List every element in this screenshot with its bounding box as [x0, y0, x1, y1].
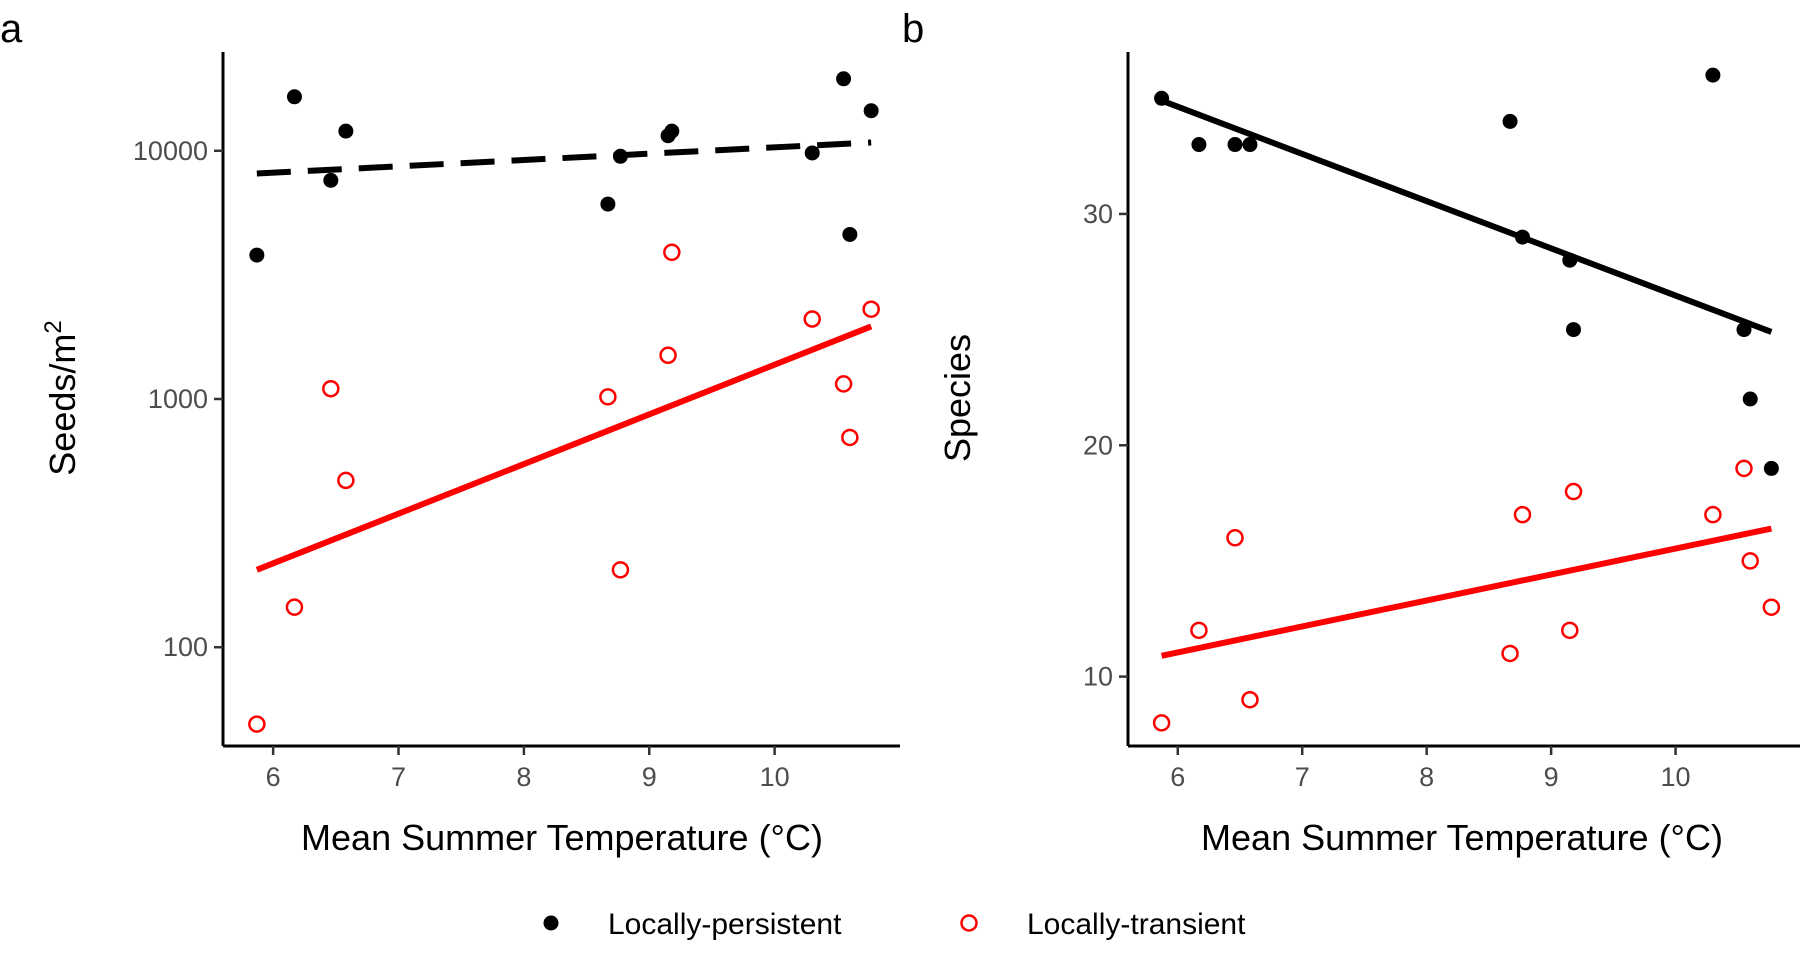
- panel-a-point-transient: [322, 379, 340, 398]
- panel-b-x-tick-label: 6: [1170, 762, 1185, 792]
- legend-marker-persistent: [543, 915, 559, 931]
- panel-a-point-transient: [803, 310, 821, 328]
- legend-label-persistent: Locally-persistent: [608, 908, 842, 941]
- panel-b-fit-lines: [1160, 97, 1773, 659]
- panel-a: a 6 7 8 9 10 100 1000 10000 Mean Summer Temper…: [0, 7, 900, 858]
- panel-b-x-tick-label: 7: [1295, 762, 1310, 792]
- panel-b-point-transient: [1561, 621, 1579, 640]
- panel-b-label: b: [902, 7, 924, 51]
- panel-a-fit-line-transient: [255, 323, 873, 573]
- panel-b-point-persistent: [1562, 252, 1578, 268]
- panel-b-point-persistent: [1736, 322, 1752, 338]
- panel-a-x-tick-label: 9: [642, 762, 657, 792]
- panel-b-point-persistent: [1242, 137, 1258, 153]
- panel-b-point-transient: [1762, 598, 1781, 616]
- panel-a-points: [248, 71, 880, 733]
- panel-b-point-persistent: [1705, 67, 1721, 83]
- panel-b-y-tick-label: 30: [1083, 199, 1113, 229]
- panel-b-point-transient: [1241, 690, 1259, 709]
- panel-a-x-tick-label: 7: [391, 762, 406, 792]
- panel-b-point-transient: [1741, 552, 1759, 570]
- panel-a-point-persistent: [249, 247, 265, 263]
- panel-a-point-persistent: [863, 103, 879, 119]
- panel-a-y-axis-title-main: Seeds/m: [42, 334, 83, 476]
- panel-b: b 6 7 8 9 10 10 20 30 Mean Summer Temperature …: [902, 7, 1800, 858]
- legend-marker-transient: [960, 914, 978, 932]
- panel-b-y-axis-title-main: Species: [937, 334, 978, 462]
- panel-b-point-transient: [1735, 459, 1753, 478]
- panel-a-fit-lines: [255, 139, 873, 573]
- panel-a-point-transient: [611, 561, 630, 579]
- panel-a-point-transient: [337, 471, 355, 490]
- panel-b-point-transient: [1564, 482, 1583, 501]
- panel-a-x-tick-label: 10: [760, 762, 790, 792]
- panel-b-point-persistent: [1191, 137, 1207, 153]
- legend: Locally-persistent Locally-transient: [543, 908, 1246, 941]
- panel-a-x-axis-title: Mean Summer Temperature (°C): [301, 817, 823, 858]
- panel-b-y-axis-title: Species: [937, 334, 978, 462]
- panel-a-point-persistent: [323, 172, 339, 188]
- panel-b-y-ticks: 10 20 30: [1083, 199, 1128, 692]
- panel-b-fit-line-persistent: [1160, 97, 1773, 335]
- panel-a-y-tick-label: 1000: [148, 384, 208, 414]
- panel-a-x-tick-label: 6: [266, 762, 281, 792]
- panel-b-point-persistent: [1742, 391, 1758, 407]
- panel-b-x-axis-title: Mean Summer Temperature (°C): [1201, 817, 1723, 858]
- legend-label-transient: Locally-transient: [1027, 908, 1246, 941]
- panel-b-point-transient: [1226, 529, 1244, 547]
- panel-a-point-persistent: [836, 71, 852, 87]
- panel-a-point-transient: [285, 598, 304, 616]
- panel-a-y-axis-title: Seeds/m2: [40, 320, 83, 475]
- panel-b-point-transient: [1513, 505, 1532, 524]
- panel-a-y-tick-label: 100: [163, 632, 208, 662]
- panel-b-fit-line-transient: [1160, 525, 1772, 659]
- panel-a-x-ticks: 6 7 8 9 10: [266, 746, 790, 792]
- panel-a-point-persistent: [600, 196, 616, 212]
- panel-b-y-tick-label: 20: [1083, 430, 1113, 460]
- panel-a-fit-line-persistent: [256, 139, 872, 177]
- panel-b-x-ticks: 6 7 8 9 10: [1170, 746, 1691, 792]
- panel-b-x-tick-label: 8: [1419, 762, 1434, 792]
- panel-b-point-persistent: [1566, 322, 1582, 338]
- panel-a-point-transient: [599, 388, 617, 406]
- panel-a-point-transient: [659, 346, 677, 365]
- panel-b-point-persistent: [1514, 229, 1530, 245]
- panel-a-point-transient: [862, 300, 880, 318]
- panel-a-point-persistent: [338, 123, 354, 139]
- panel-a-point-transient: [663, 243, 681, 262]
- panel-b-point-transient: [1501, 644, 1519, 663]
- panel-a-point-transient: [841, 428, 859, 447]
- panel-a-point-transient: [248, 715, 266, 733]
- panel-b-points: [1152, 67, 1781, 732]
- panel-b-point-transient: [1152, 714, 1171, 732]
- panel-a-label: a: [0, 7, 23, 51]
- panel-b-point-persistent: [1502, 113, 1518, 129]
- panel-b-y-tick-label: 10: [1083, 662, 1113, 692]
- panel-b-x-tick-label: 10: [1661, 762, 1691, 792]
- panel-a-point-persistent: [612, 148, 628, 164]
- panel-b-point-transient: [1704, 505, 1722, 524]
- panel-b-point-persistent: [1227, 137, 1243, 153]
- panel-b-point-persistent: [1763, 460, 1779, 476]
- panel-b-point-persistent: [1154, 90, 1170, 106]
- panel-a-x-tick-label: 8: [516, 762, 531, 792]
- panel-a-y-ticks: 100 1000 10000: [133, 136, 223, 662]
- panel-a-y-axis-title-superscript: 2: [40, 320, 67, 333]
- panel-b-x-tick-label: 9: [1544, 762, 1559, 792]
- panel-a-point-persistent: [286, 89, 302, 105]
- panel-a-point-persistent: [842, 226, 858, 242]
- panel-a-point-persistent: [804, 145, 820, 161]
- panel-b-point-transient: [1190, 621, 1208, 640]
- panel-a-point-persistent: [664, 123, 680, 139]
- panel-a-y-tick-label: 10000: [133, 136, 208, 166]
- panel-a-point-transient: [834, 375, 853, 393]
